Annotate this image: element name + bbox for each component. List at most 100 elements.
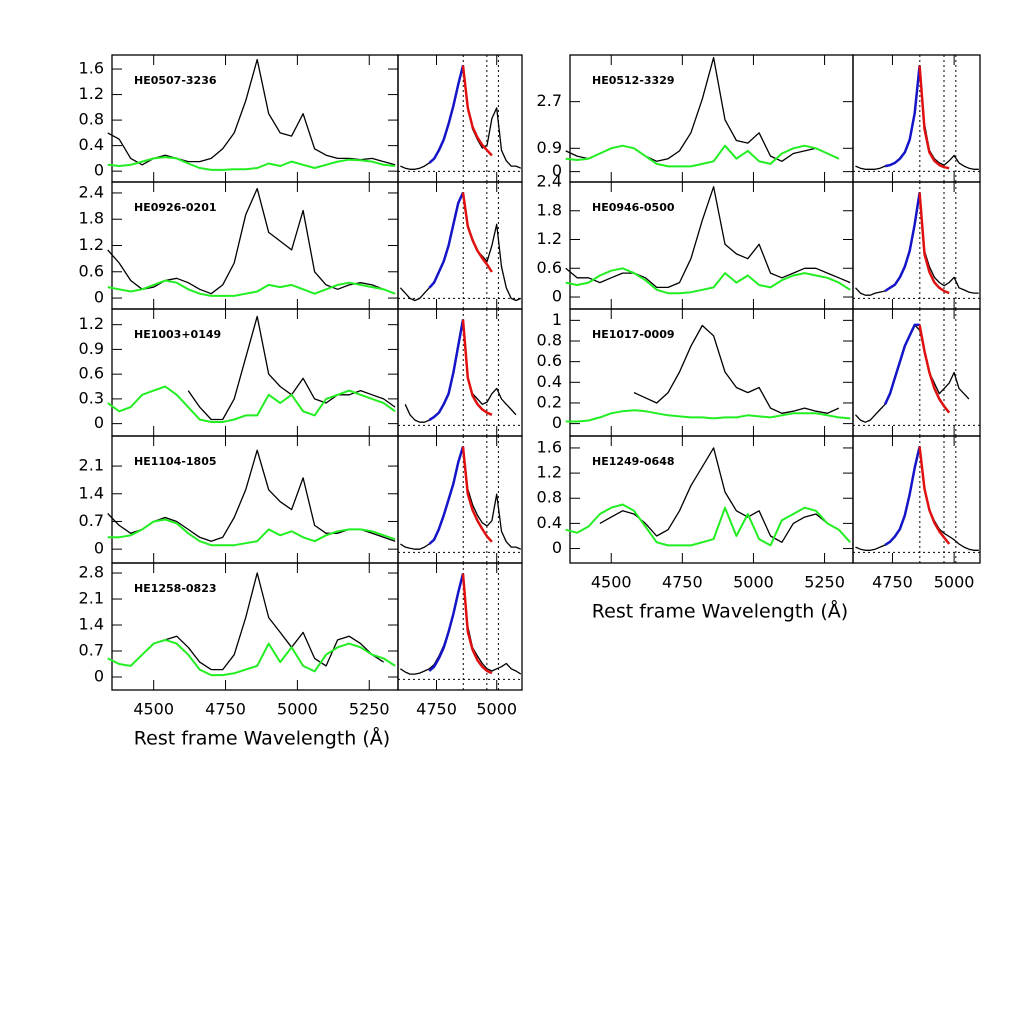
red-fit <box>918 192 950 295</box>
y-tick-label: 1.2 <box>79 235 104 254</box>
y-tick-label: 2.8 <box>79 563 104 582</box>
zoom-spectrum-line <box>399 191 522 302</box>
feii-line <box>565 144 840 168</box>
x-tick-label: 5000 <box>277 700 318 719</box>
spectrum-line <box>165 572 384 671</box>
feii-line <box>565 503 851 547</box>
x-axis-label: Rest frame Wavelength (Å) <box>134 727 390 750</box>
y-tick-label: 1.6 <box>537 437 562 456</box>
y-tick-label: 1 <box>552 310 562 329</box>
x-tick-label: 4750 <box>416 700 457 719</box>
zoom-frame <box>397 562 523 691</box>
y-tick-label: 0.9 <box>537 138 562 157</box>
y-tick-label: 0 <box>94 288 104 307</box>
x-tick-label: 4750 <box>205 700 246 719</box>
x-tick-label: 4750 <box>662 573 703 592</box>
y-tick-label: 0.6 <box>79 261 104 280</box>
zoom-frame <box>852 308 981 437</box>
zoom-frame <box>852 54 981 183</box>
object-name: HE1017-0009 <box>592 328 675 341</box>
y-tick-label: 0.4 <box>79 135 104 154</box>
y-tick-label: 0.7 <box>79 641 104 660</box>
spectrum-line <box>633 324 840 414</box>
y-tick-label: 1.2 <box>79 84 104 103</box>
spectrum-line <box>107 187 396 295</box>
blue-fit <box>884 446 921 547</box>
y-tick-label: 0 <box>552 538 562 557</box>
object-name: HE0507-3236 <box>134 74 217 87</box>
y-tick-label: 0.6 <box>79 364 104 383</box>
feii-line <box>565 409 851 423</box>
zoom-spectrum-line <box>855 324 970 423</box>
x-tick-label: 4500 <box>591 573 632 592</box>
blue-fit <box>883 323 920 405</box>
y-tick-label: 2.7 <box>537 91 562 110</box>
y-tick-label: 0 <box>552 413 562 432</box>
y-tick-label: 0.8 <box>537 488 562 507</box>
blue-fit <box>428 573 465 672</box>
y-tick-label: 1.2 <box>79 314 104 333</box>
y-tick-label: 0.4 <box>537 513 562 532</box>
feii-line <box>107 638 396 677</box>
y-tick-label: 0.2 <box>537 392 562 411</box>
zoom-spectrum-line <box>400 445 522 550</box>
object-name: HE1003+0149 <box>134 328 221 341</box>
x-tick-label: 5000 <box>934 573 975 592</box>
red-fit <box>918 446 951 545</box>
blue-fit <box>884 65 921 168</box>
red-fit <box>461 192 493 273</box>
y-tick-label: 0.9 <box>79 339 104 358</box>
y-tick-label: 1.2 <box>537 463 562 482</box>
red-fit <box>461 446 493 543</box>
feii-line <box>565 267 851 295</box>
red-fit <box>461 573 493 675</box>
x-tick-label: 4750 <box>872 573 913 592</box>
spectrum-line <box>565 186 851 289</box>
y-tick-label: 0.3 <box>79 388 104 407</box>
feii-line <box>107 279 396 297</box>
x-tick-label: 5250 <box>349 700 390 719</box>
object-name: HE0926-0201 <box>134 201 217 214</box>
x-tick-label: 5250 <box>804 573 845 592</box>
y-tick-label: 0 <box>94 161 104 180</box>
y-tick-label: 0.8 <box>537 331 562 350</box>
zoom-frame <box>852 181 981 310</box>
y-tick-label: 2.1 <box>79 456 104 475</box>
zoom-spectrum-line <box>400 64 522 170</box>
feii-line <box>107 156 396 171</box>
y-tick-label: 0 <box>94 539 104 558</box>
zoom-spectrum-line <box>400 572 522 675</box>
zoom-frame <box>397 308 523 437</box>
feii-line <box>107 518 396 547</box>
y-tick-label: 1.8 <box>79 209 104 228</box>
object-name: HE1249-0648 <box>592 455 675 468</box>
y-tick-label: 0 <box>552 161 562 180</box>
object-name: HE0946-0500 <box>592 201 675 214</box>
red-fit <box>918 65 950 170</box>
blue-fit <box>428 65 465 164</box>
x-tick-label: 5000 <box>733 573 774 592</box>
blue-fit <box>428 192 465 289</box>
x-tick-label: 5000 <box>476 700 517 719</box>
y-tick-label: 1.4 <box>79 615 104 634</box>
zoom-frame <box>852 435 981 564</box>
red-fit <box>918 324 951 414</box>
object-name: HE1104-1805 <box>134 455 217 468</box>
x-axis-label: Rest frame Wavelength (Å) <box>592 600 848 623</box>
y-tick-label: 0 <box>94 413 104 432</box>
y-tick-label: 2.4 <box>79 182 104 201</box>
blue-fit <box>428 319 465 422</box>
y-tick-label: 0.6 <box>537 258 562 277</box>
blue-fit <box>428 446 465 545</box>
y-tick-label: 1.6 <box>79 59 104 78</box>
y-tick-label: 0.7 <box>79 511 104 530</box>
red-fit <box>461 319 493 416</box>
object-name: HE0512-3329 <box>592 74 675 87</box>
y-tick-label: 2.4 <box>537 172 562 191</box>
y-tick-label: 0.6 <box>537 351 562 370</box>
y-tick-label: 0 <box>94 667 104 686</box>
object-name: HE1258-0823 <box>134 582 217 595</box>
y-tick-label: 1.4 <box>79 483 104 502</box>
